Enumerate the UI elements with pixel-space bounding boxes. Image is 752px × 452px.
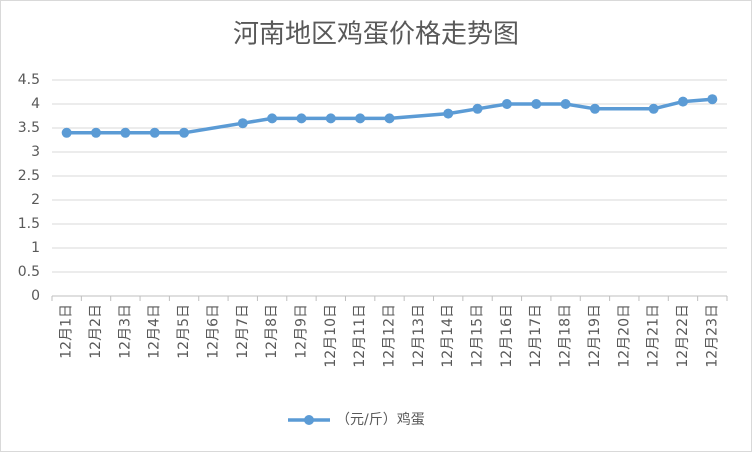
series-marker <box>560 99 571 109</box>
y-tick-label: 0.5 <box>18 264 40 280</box>
chart-title: 河南地区鸡蛋价格走势图 <box>233 20 519 50</box>
y-tick-label: 2.5 <box>18 168 40 184</box>
series-marker <box>472 103 483 114</box>
x-tick-label: 12月11日 <box>352 304 368 368</box>
x-tick-label: 12月3日 <box>117 304 133 359</box>
y-tick-label: 1 <box>31 240 40 256</box>
series-marker <box>384 113 395 124</box>
series-marker <box>677 96 688 107</box>
series-marker <box>61 127 72 138</box>
x-tick-label: 12月4日 <box>147 304 163 359</box>
x-tick-label: 12月21日 <box>646 304 662 368</box>
y-tick-label: 2 <box>31 192 40 208</box>
series-marker <box>589 103 600 114</box>
x-tick-label: 12月17日 <box>528 304 544 368</box>
y-tick-label: 4.5 <box>18 72 40 88</box>
x-tick-label: 12月18日 <box>558 304 574 368</box>
x-tick-label: 12月23日 <box>704 304 720 368</box>
series-marker <box>179 127 190 138</box>
series-marker <box>707 94 718 105</box>
series-marker <box>501 99 512 109</box>
series-marker <box>91 127 102 138</box>
x-tick-label: 12月2日 <box>88 304 104 359</box>
x-tick-label: 12月1日 <box>59 304 75 359</box>
x-tick-label: 12月12日 <box>382 304 398 368</box>
x-tick-label: 12月16日 <box>499 304 515 368</box>
y-tick-label: 1.5 <box>18 216 40 232</box>
y-tick-label: 4 <box>31 96 40 112</box>
x-tick-label: 12月15日 <box>470 304 486 368</box>
legend-label: （元/斤）鸡蛋 <box>336 411 425 428</box>
series-marker <box>267 113 278 124</box>
y-tick-label: 3 <box>31 144 40 160</box>
series-marker <box>325 113 336 124</box>
x-tick-label: 12月9日 <box>293 304 309 359</box>
series-marker <box>531 99 542 109</box>
series-marker <box>237 118 248 129</box>
series-marker <box>355 113 366 124</box>
series-marker <box>648 103 659 114</box>
series-marker <box>120 127 131 138</box>
x-tick-label: 12月20日 <box>616 304 632 368</box>
x-tick-label: 12月13日 <box>411 304 427 368</box>
series-marker <box>149 127 160 138</box>
series-marker <box>443 108 454 119</box>
x-tick-label: 12月8日 <box>264 304 280 359</box>
x-tick-label: 12月10日 <box>323 304 339 368</box>
y-tick-label: 3.5 <box>18 120 40 136</box>
x-tick-label: 12月14日 <box>440 304 456 368</box>
x-tick-label: 12月22日 <box>675 304 691 368</box>
x-tick-label: 12月7日 <box>235 304 251 359</box>
x-tick-label: 12月5日 <box>176 304 192 359</box>
series-marker <box>296 113 307 124</box>
x-tick-label: 12月6日 <box>205 304 221 359</box>
y-tick-label: 0 <box>31 288 40 304</box>
x-tick-label: 12月19日 <box>587 304 603 368</box>
legend-marker <box>304 415 314 425</box>
